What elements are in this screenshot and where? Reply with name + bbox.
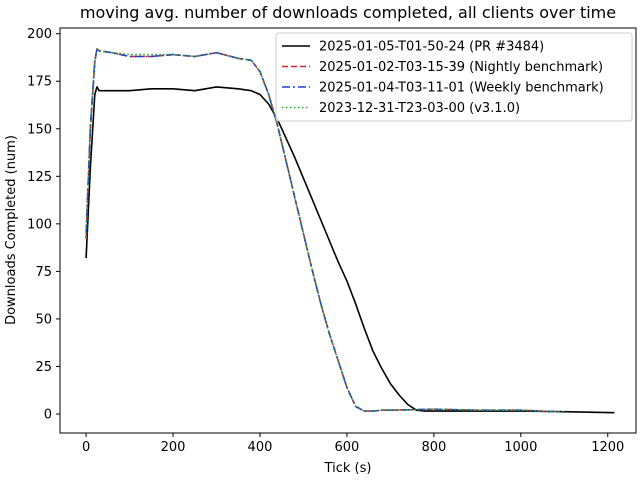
y-tick-label: 50	[35, 312, 52, 327]
x-tick-label: 200	[161, 440, 186, 455]
legend-box	[275, 32, 633, 122]
x-tick-label: 1000	[504, 440, 537, 455]
y-tick-label: 0	[44, 407, 52, 422]
x-tick-label: 400	[248, 440, 273, 455]
legend-label-3: 2023-12-31-T23-03-00 (v3.1.0)	[319, 101, 520, 116]
x-axis: 0 200 400 600 800 1000 1200	[82, 433, 624, 455]
chart-title: moving avg. number of downloads complete…	[80, 3, 616, 22]
y-tick-label: 150	[27, 122, 52, 137]
y-tick-label: 175	[27, 75, 52, 90]
plot-area	[85, 48, 615, 414]
y-tick-label: 100	[27, 217, 52, 232]
y-axis: 0 25 50 75 100 125 150 175 200	[27, 27, 60, 422]
y-tick-label: 25	[35, 360, 52, 375]
legend-label-1: 2025-01-02-T03-15-39 (Nightly benchmark)	[319, 60, 603, 75]
plot-frame	[59, 27, 637, 434]
x-tick-label: 1200	[591, 440, 624, 455]
series-line-3	[85, 48, 565, 413]
legend: 2025-01-05-T01-50-24 (PR #3484) 2025-01-0…	[275, 32, 633, 122]
x-axis-label: Tick (s)	[324, 461, 372, 476]
legend-label-2: 2025-01-04-T03-11-01 (Weekly benchmark)	[319, 81, 604, 96]
y-tick-label: 75	[35, 265, 52, 280]
y-tick-label: 125	[27, 170, 52, 185]
x-tick-label: 800	[421, 440, 446, 455]
x-tick-label: 0	[82, 440, 90, 455]
x-tick-label: 600	[334, 440, 359, 455]
series-line-0	[85, 86, 615, 414]
y-tick-label: 200	[27, 27, 52, 42]
y-axis-label: Downloads Completed (num)	[4, 135, 19, 325]
legend-label-0: 2025-01-05-T01-50-24 (PR #3484)	[319, 40, 544, 55]
